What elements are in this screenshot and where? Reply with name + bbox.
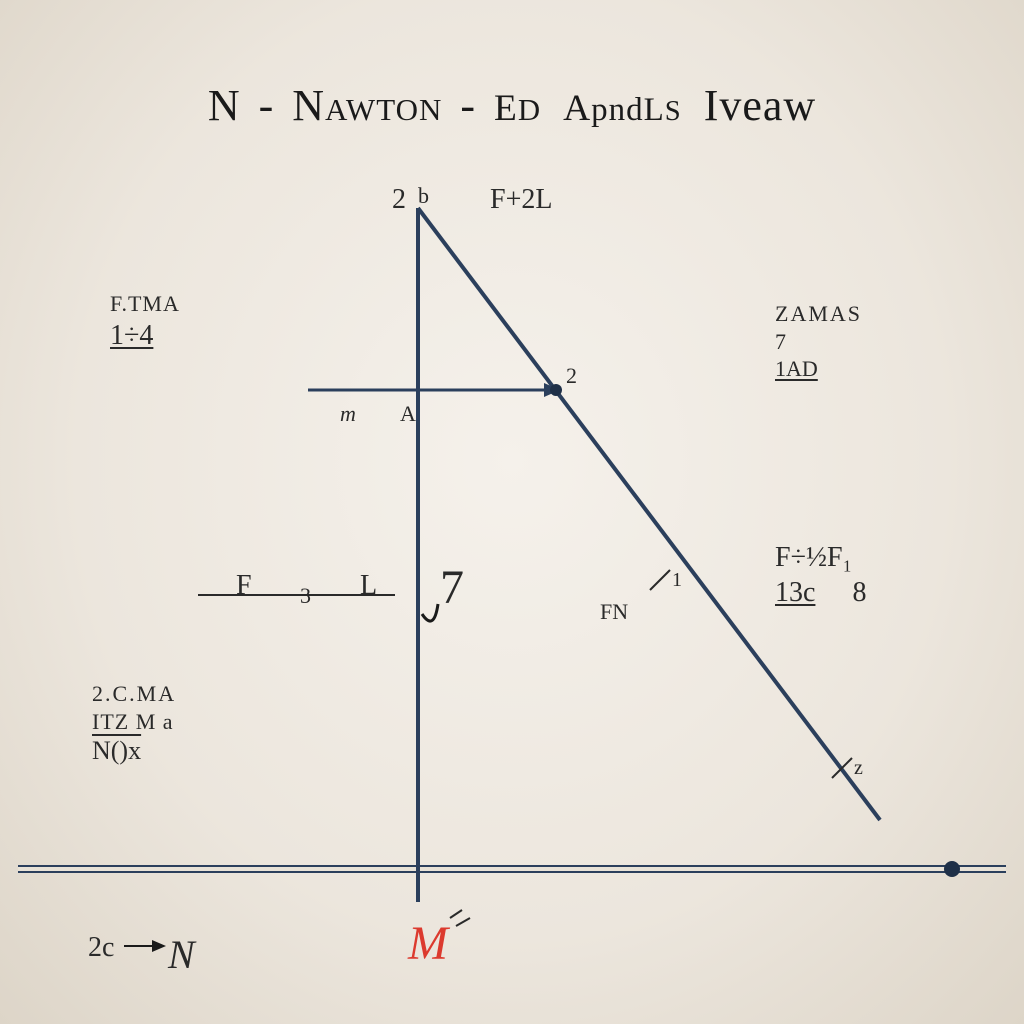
label-right-f2-extra: 8 — [822, 577, 866, 608]
diagram-canvas — [0, 0, 1024, 1024]
m-accent — [450, 910, 470, 926]
label-zam-l2: 7 — [775, 328, 862, 356]
label-top-f2l: F+2L — [490, 182, 552, 217]
label-F-sub: 3 — [300, 582, 311, 610]
label-L: L — [360, 568, 377, 603]
lb-l1: 2.C.MA — [92, 680, 176, 708]
label-ytop-2: 2 — [392, 182, 406, 217]
horizontal-arrow-axis — [308, 383, 560, 397]
seven-hook — [422, 604, 438, 621]
lb-l3: N()x — [92, 735, 176, 768]
label-FN: FN — [600, 598, 628, 626]
label-arrow-N: N — [168, 930, 195, 980]
label-zam-l3: 1AD — [775, 355, 862, 383]
label-2c: 2c — [88, 930, 114, 965]
label-axis-m: m — [340, 400, 356, 428]
label-tick-z: z — [854, 756, 863, 781]
arrow-2-to-n — [124, 940, 166, 952]
label-seven: 7 — [440, 558, 464, 618]
label-zam-l1: ZAMAS — [775, 300, 862, 328]
label-right-f2: F÷½F₁ 13c 8 — [775, 540, 866, 610]
label-left-fma-l1: F.TMA — [110, 290, 180, 318]
label-right-f2-l2: 13c — [775, 577, 815, 608]
point-mid — [550, 384, 562, 396]
label-tick-1: 1 — [672, 568, 682, 593]
label-ytop-b: b — [418, 182, 429, 210]
label-F: F — [236, 568, 252, 603]
label-axis-a: A — [400, 400, 416, 428]
label-right-f2-l1: F÷½F₁ — [775, 542, 852, 573]
label-left-fma: F.TMA 1÷4 — [110, 290, 180, 353]
lb-l2: ITZ M a — [92, 708, 176, 736]
label-M: M — [408, 914, 448, 974]
label-mid-2: 2 — [566, 362, 577, 390]
label-left-fma-l2: 1÷4 — [110, 318, 180, 353]
point-base — [944, 861, 960, 877]
label-right-zamas: ZAMAS 7 1AD — [775, 300, 862, 383]
tick-1 — [650, 570, 670, 590]
label-left-block: 2.C.MA ITZ M a N()x — [92, 680, 176, 768]
